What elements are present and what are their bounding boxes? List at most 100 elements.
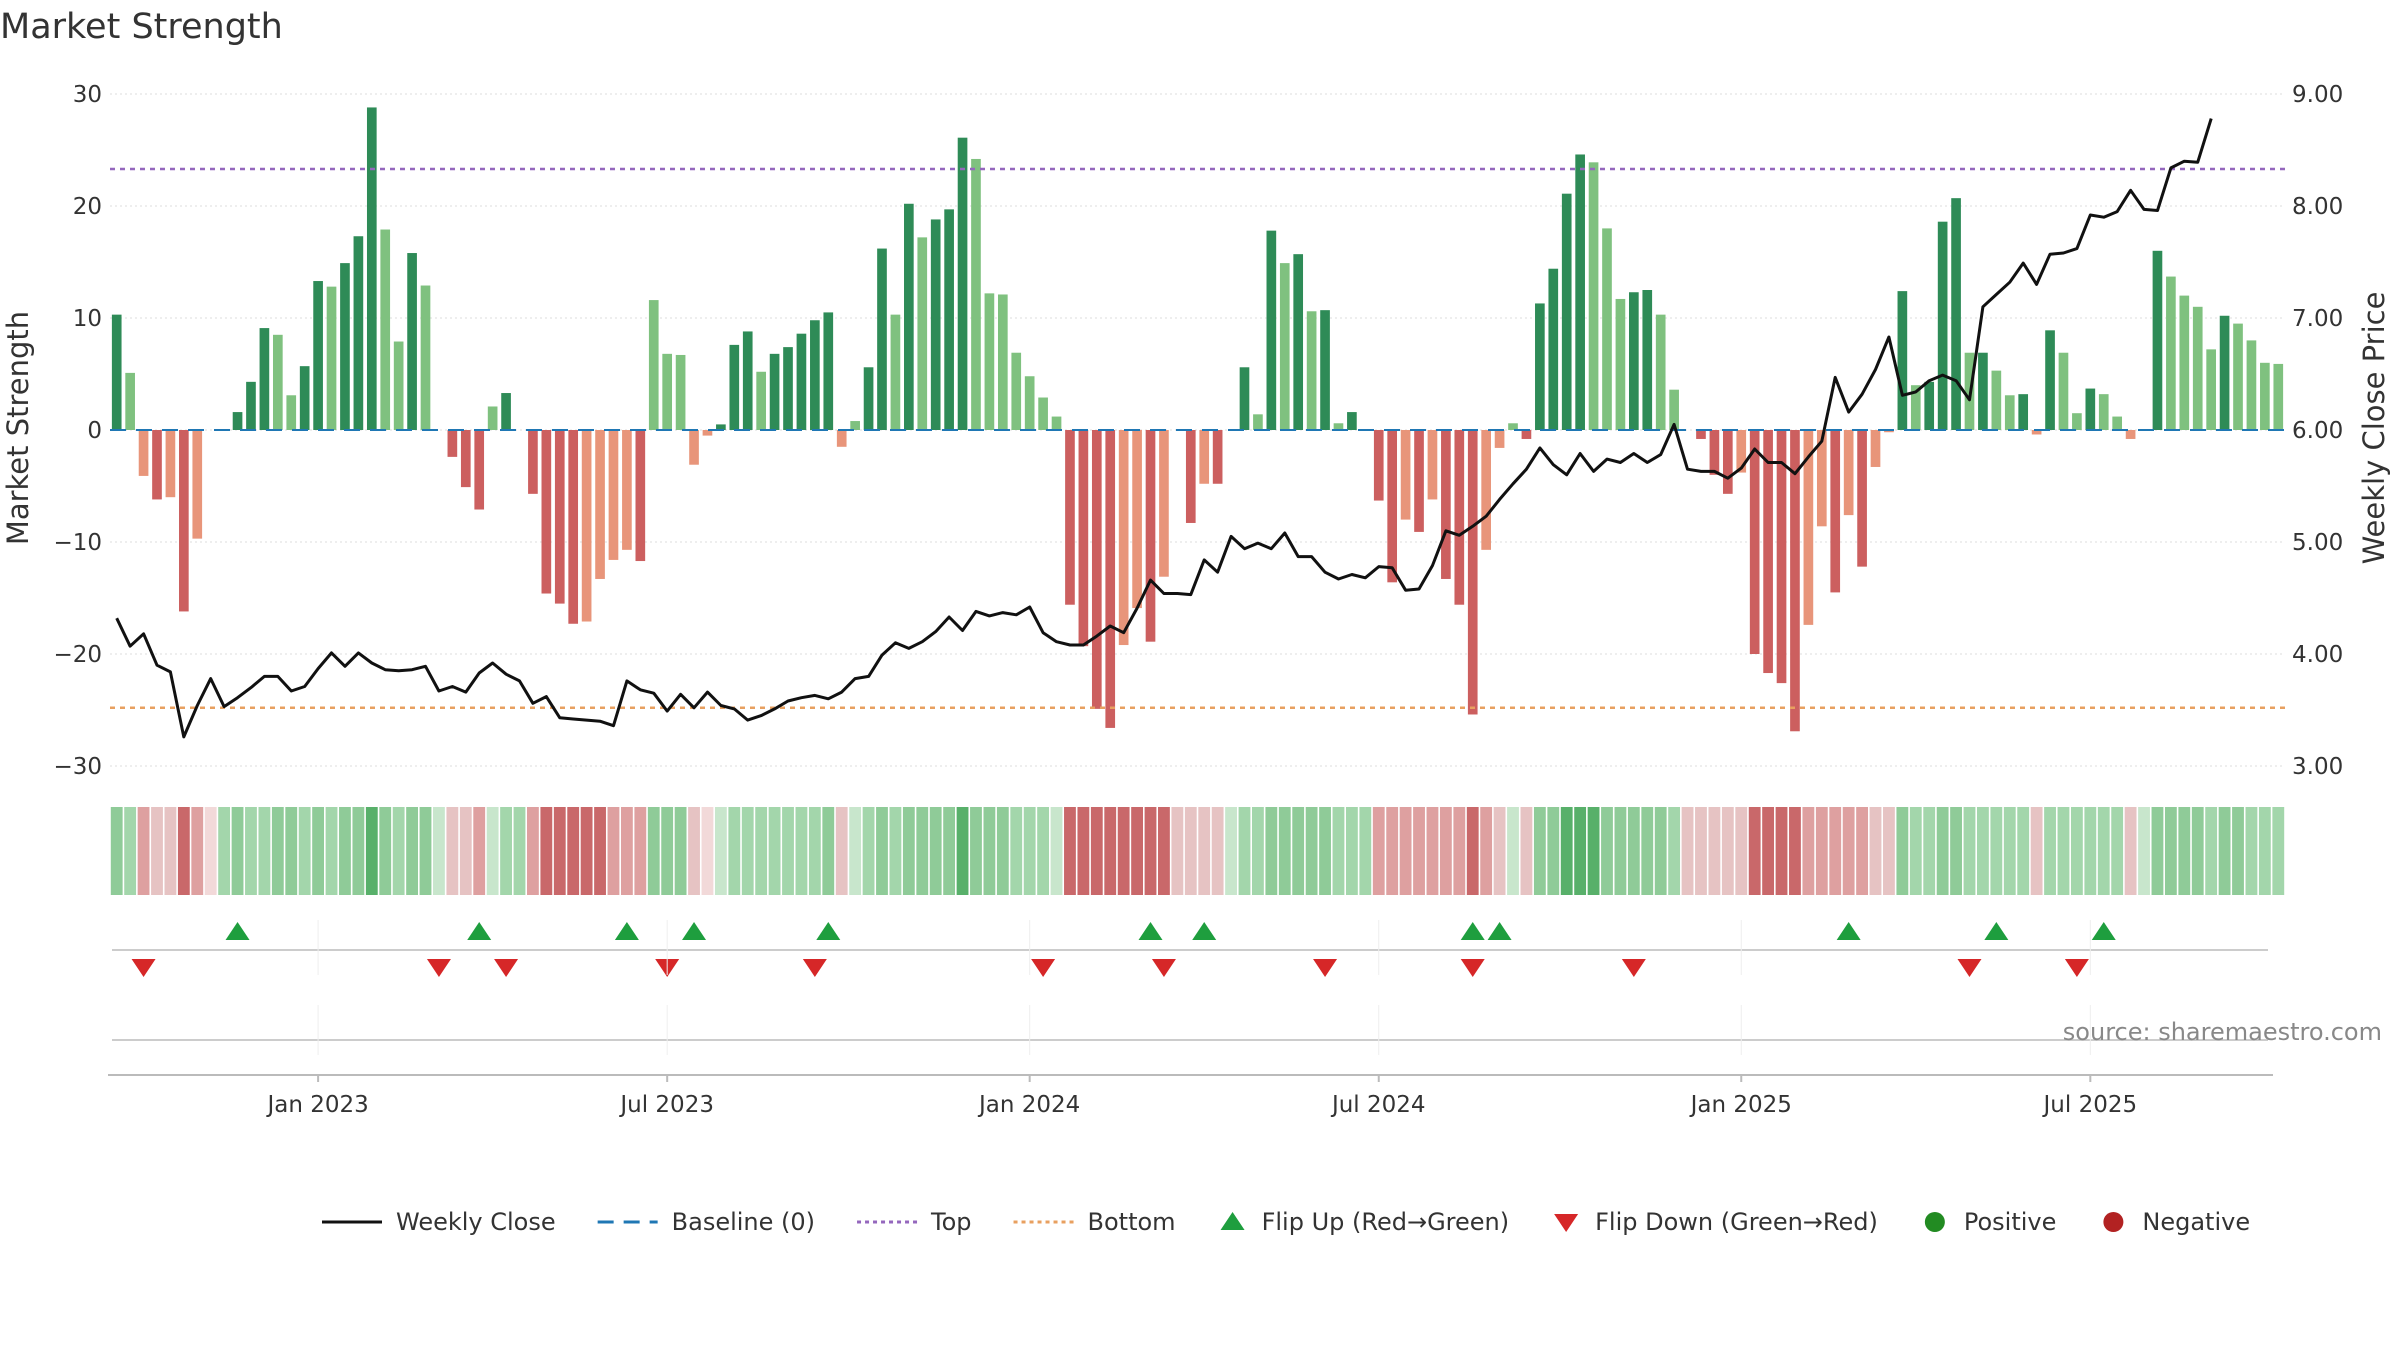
strength-bar xyxy=(1481,430,1491,550)
strength-bar xyxy=(272,334,283,430)
heat-cell xyxy=(889,807,902,895)
legend-item: Top xyxy=(857,1208,972,1236)
strength-bar xyxy=(1333,423,1344,430)
strength-bar xyxy=(420,285,431,430)
strength-bar xyxy=(957,137,968,430)
strength-bar xyxy=(648,300,659,430)
y-tick-label: 20 xyxy=(73,194,102,220)
strength-bar xyxy=(1924,381,1935,430)
strength-bar xyxy=(635,430,646,562)
strength-bar xyxy=(1279,263,1290,430)
strength-bar xyxy=(1078,430,1089,647)
strength-bar xyxy=(1427,430,1438,500)
heat-cell xyxy=(1963,807,1976,895)
strength-bar xyxy=(2192,306,2203,430)
legend-label: Weekly Close xyxy=(396,1208,556,1236)
strength-bar xyxy=(1535,303,1545,430)
source-note: source: sharemaestro.com xyxy=(2063,1018,2382,1046)
heat-cell xyxy=(647,807,660,895)
strength-bar xyxy=(554,430,565,604)
heat-cell xyxy=(1869,807,1882,895)
strength-bar xyxy=(393,341,404,430)
legend-swatch-circle xyxy=(1924,1212,1945,1232)
strength-bar xyxy=(689,430,699,465)
flip-up-marker xyxy=(1460,922,1485,940)
strength-bar xyxy=(608,430,619,560)
heat-cell xyxy=(1735,807,1748,895)
flip-down-marker xyxy=(494,959,519,977)
legend-item: Flip Down (Green→Red) xyxy=(1554,1208,1878,1236)
flip-up-marker xyxy=(1192,922,1217,940)
heat-cell xyxy=(1789,807,1801,895)
heat-cell xyxy=(1010,807,1023,895)
strength-bar xyxy=(2246,340,2257,430)
strength-bar xyxy=(1467,430,1478,715)
strength-bar xyxy=(1091,430,1102,709)
heat-cell xyxy=(513,807,526,895)
heat-cell xyxy=(661,807,674,895)
strength-bar xyxy=(1212,430,1223,484)
heat-cell xyxy=(1252,807,1264,895)
heat-cell xyxy=(312,807,325,895)
strength-bar xyxy=(1320,310,1330,430)
strength-bar xyxy=(1185,430,1196,523)
y-tick-label: −20 xyxy=(53,642,102,668)
heat-cell xyxy=(1345,807,1358,895)
heat-cell xyxy=(2178,807,2191,895)
heat-cell xyxy=(1184,807,1197,895)
heat-cell xyxy=(473,807,486,895)
heat-cell xyxy=(1923,807,1936,895)
strength-bar xyxy=(1024,376,1035,430)
heat-cell xyxy=(2205,807,2218,895)
y2-tick-label: 7.00 xyxy=(2292,306,2343,332)
strength-bar xyxy=(1038,397,1048,430)
heat-cell xyxy=(1493,807,1506,895)
x-tick-label: Jan 2023 xyxy=(265,1092,368,1118)
heat-cell xyxy=(218,807,231,895)
strength-bar xyxy=(2072,413,2082,430)
heat-cell xyxy=(2070,807,2083,895)
flip-down-marker xyxy=(131,959,156,977)
strength-bar xyxy=(1494,430,1505,448)
flip-down-marker xyxy=(1313,959,1338,977)
heat-cell xyxy=(352,807,365,895)
flip-down-marker xyxy=(2064,959,2089,977)
strength-bar xyxy=(850,421,860,430)
strength-bar xyxy=(1253,414,1263,430)
strength-bar xyxy=(2233,323,2243,430)
flip-down-marker xyxy=(1151,959,1176,977)
strength-bar xyxy=(2112,416,2123,430)
strength-bar xyxy=(1830,430,1841,593)
strength-bar xyxy=(1897,291,1908,430)
heat-cell xyxy=(1050,807,1063,895)
x-axis: Jan 2023 Jul 2023 Jan 2024 Jul 2024 Jan 2025… xyxy=(108,920,2273,1118)
heat-cell xyxy=(1802,807,1815,895)
heat-cell xyxy=(1627,807,1640,895)
strength-bar xyxy=(1655,314,1666,430)
heat-cell xyxy=(486,807,499,895)
strength-bar xyxy=(2004,395,2015,430)
flip-up-marker xyxy=(682,922,707,940)
heat-cell xyxy=(2138,807,2150,895)
flip-down-marker xyxy=(1957,959,1982,977)
strength-bar xyxy=(702,430,713,436)
legend-item: Positive xyxy=(1924,1208,2056,1236)
heat-cell xyxy=(943,807,956,895)
strength-bar xyxy=(984,293,995,430)
heat-cell xyxy=(1587,807,1600,895)
flip-up-marker xyxy=(1487,922,1512,940)
heat-cell xyxy=(862,807,875,895)
heat-cell xyxy=(433,807,445,895)
y-axis-left-title: Market Strength xyxy=(1,311,35,545)
heat-cell xyxy=(768,807,781,895)
strength-bar xyxy=(1293,254,1304,430)
heat-cell xyxy=(2218,807,2231,895)
heat-cell xyxy=(1668,807,1681,895)
heat-cell xyxy=(1695,807,1707,895)
strength-bar xyxy=(796,333,807,430)
strength-bar xyxy=(152,430,162,500)
heat-cell xyxy=(849,807,862,895)
strength-bar xyxy=(1373,430,1384,501)
legend-label: Flip Down (Green→Red) xyxy=(1595,1208,1878,1236)
strength-bar xyxy=(1870,430,1881,467)
